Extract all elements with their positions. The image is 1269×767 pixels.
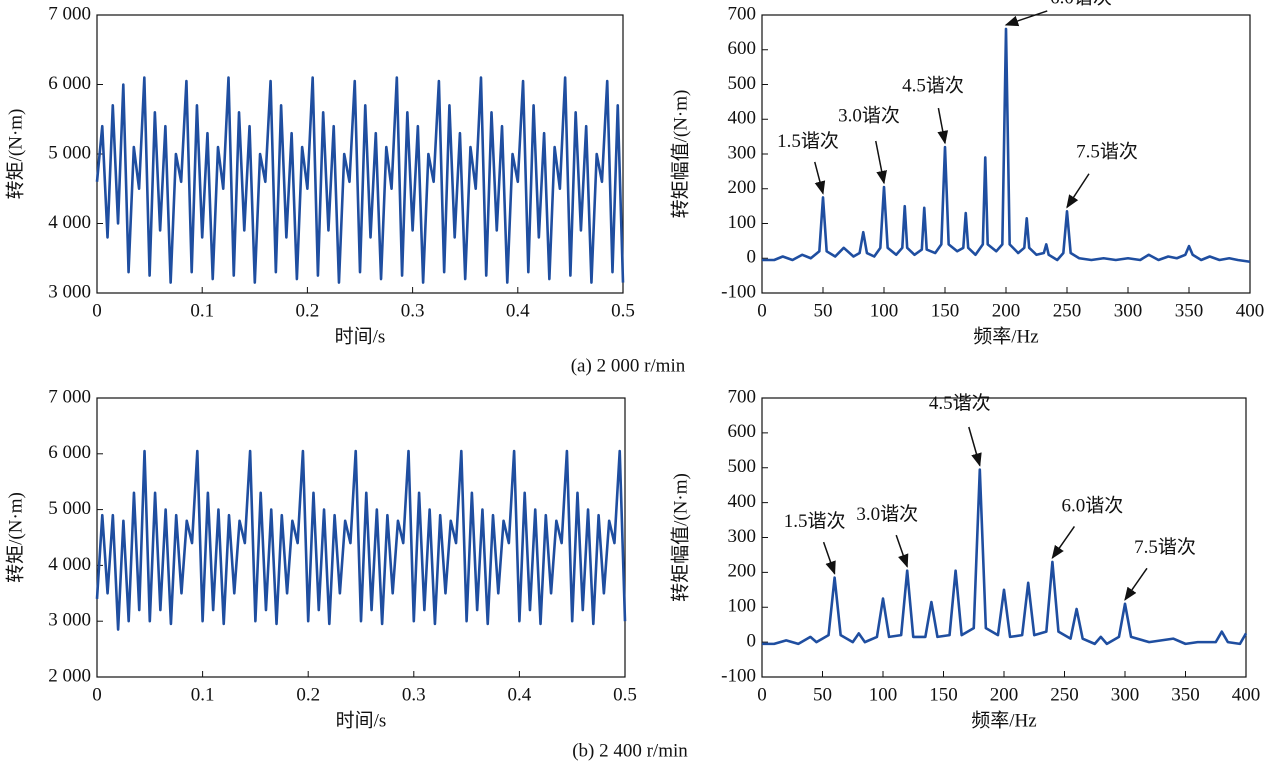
annotation-label: 7.5谐次 [1134, 536, 1196, 558]
x-tick-label: 150 [929, 684, 958, 705]
y-tick-label: 500 [728, 73, 757, 94]
y-tick-label: 200 [728, 561, 757, 582]
y-tick-label: 4 000 [48, 212, 91, 233]
y-tick-label: 7 000 [48, 3, 91, 24]
x-axis-label: 频率/Hz [973, 325, 1038, 347]
y-axis-label: 转矩幅值/(N·m) [669, 473, 691, 602]
x-tick-label: 150 [931, 300, 960, 321]
y-tick-label: 4 000 [48, 554, 91, 575]
y-tick-label: 400 [728, 491, 757, 512]
annotation-arrow [1004, 10, 1048, 27]
annotation-arrow [1051, 525, 1076, 560]
y-tick-label: 7 000 [48, 386, 91, 407]
x-tick-label: 0 [757, 684, 767, 705]
annotation-arrow [1124, 567, 1148, 601]
annotation-arrow [822, 541, 836, 575]
x-tick-label: 0 [92, 300, 102, 321]
x-tick-label: 400 [1232, 684, 1261, 705]
x-tick-label: 300 [1111, 684, 1140, 705]
x-tick-label: 50 [814, 300, 833, 321]
x-tick-label: 350 [1175, 300, 1204, 321]
y-tick-label: 300 [728, 526, 757, 547]
y-tick-label: 2 000 [48, 665, 91, 686]
x-tick-label: 0.4 [506, 300, 530, 321]
y-tick-label: 3 000 [48, 281, 91, 302]
data-line [762, 27, 1251, 264]
x-tick-label: 0 [92, 684, 102, 705]
data-line [95, 449, 627, 631]
annotation-arrow [968, 426, 982, 467]
y-tick-label: 700 [728, 3, 757, 24]
annotation-label: 6.0谐次 [1050, 0, 1112, 8]
annotation-label: 4.5谐次 [929, 392, 991, 414]
y-tick-label: 0 [747, 247, 757, 268]
annotation-label: 3.0谐次 [856, 503, 918, 525]
y-tick-label: 6 000 [48, 442, 91, 463]
y-tick-label: 700 [728, 386, 757, 407]
x-tick-label: 100 [869, 684, 898, 705]
data-line [95, 76, 625, 284]
y-tick-label: 0 [747, 630, 757, 651]
x-tick-label: 0.4 [508, 684, 532, 705]
y-tick-label: 5 000 [48, 142, 91, 163]
x-tick-label: 100 [870, 300, 899, 321]
y-tick-label: 100 [728, 212, 757, 233]
x-tick-label: 250 [1050, 684, 1079, 705]
x-axis-label: 时间/s [335, 325, 386, 347]
y-tick-label: 6 000 [48, 73, 91, 94]
y-tick-label: -100 [721, 665, 756, 686]
x-tick-label: 0.5 [613, 684, 637, 705]
y-tick-label: 300 [728, 142, 757, 163]
x-tick-label: 0.5 [611, 300, 635, 321]
annotation-label: 7.5谐次 [1076, 141, 1138, 163]
y-tick-label: 100 [728, 596, 757, 617]
y-tick-label: 600 [728, 38, 757, 59]
x-tick-label: 250 [1053, 300, 1082, 321]
y-tick-label: 500 [728, 456, 757, 477]
x-tick-label: 400 [1236, 300, 1265, 321]
x-tick-label: 0.2 [296, 300, 320, 321]
y-axis-label: 转矩幅值/(N·m) [669, 90, 691, 219]
y-tick-label: 5 000 [48, 498, 91, 519]
y-axis-label: 转矩/(N·m) [4, 109, 26, 200]
annotation-label: 3.0谐次 [838, 104, 900, 126]
caption: (a) 2 000 r/min [571, 355, 686, 376]
x-tick-label: 200 [992, 300, 1021, 321]
x-tick-label: 0.1 [190, 300, 214, 321]
y-tick-label: 200 [728, 177, 757, 198]
x-tick-label: 0.2 [296, 684, 320, 705]
x-tick-label: 0.3 [402, 684, 426, 705]
annotation-arrow [937, 107, 949, 145]
y-axis-label: 转矩/(N·m) [4, 492, 26, 583]
plot-frame [96, 397, 626, 678]
annotation-arrow [1066, 173, 1090, 209]
x-tick-label: 0 [757, 300, 767, 321]
caption: (b) 2 400 r/min [572, 740, 688, 761]
x-tick-label: 200 [990, 684, 1019, 705]
y-tick-label: 3 000 [48, 610, 91, 631]
x-tick-label: 0.1 [191, 684, 215, 705]
y-tick-label: -100 [721, 281, 756, 302]
x-tick-label: 0.3 [401, 300, 425, 321]
x-axis-label: 时间/s [336, 709, 387, 731]
annotation-arrow [875, 140, 887, 185]
y-tick-label: 600 [728, 421, 757, 442]
x-axis-label: 频率/Hz [971, 709, 1036, 731]
annotation-label: 1.5谐次 [784, 510, 846, 532]
annotation-arrow [814, 161, 826, 195]
data-line [762, 468, 1248, 646]
annotation-label: 1.5谐次 [777, 130, 839, 152]
x-tick-label: 300 [1114, 300, 1143, 321]
annotation-arrow [895, 534, 909, 568]
annotation-label: 6.0谐次 [1062, 494, 1124, 516]
y-tick-label: 400 [728, 108, 757, 129]
x-tick-label: 50 [813, 684, 832, 705]
x-tick-label: 350 [1171, 684, 1200, 705]
annotation-label: 4.5谐次 [902, 74, 964, 96]
